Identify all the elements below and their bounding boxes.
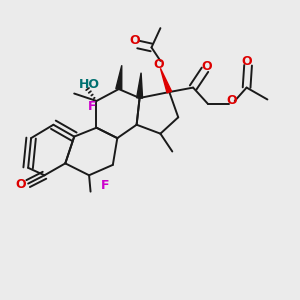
Polygon shape: [160, 68, 172, 93]
Text: O: O: [154, 58, 164, 71]
Text: O: O: [201, 60, 212, 73]
Text: F: F: [101, 179, 110, 192]
Text: O: O: [130, 34, 140, 47]
Text: F: F: [88, 100, 96, 113]
Text: HO: HO: [79, 78, 100, 91]
Text: O: O: [226, 94, 237, 107]
Polygon shape: [116, 65, 122, 89]
Polygon shape: [136, 73, 142, 98]
Text: O: O: [241, 55, 252, 68]
Text: O: O: [15, 178, 26, 191]
